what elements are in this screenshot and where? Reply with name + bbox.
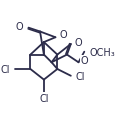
Text: Cl: Cl — [1, 64, 10, 74]
Text: O: O — [59, 30, 66, 40]
Text: Cl: Cl — [75, 71, 84, 81]
Text: OCH₃: OCH₃ — [89, 47, 114, 57]
Text: O: O — [15, 22, 23, 31]
Text: O: O — [74, 38, 82, 48]
Text: O: O — [80, 56, 87, 66]
Text: Cl: Cl — [39, 93, 48, 103]
